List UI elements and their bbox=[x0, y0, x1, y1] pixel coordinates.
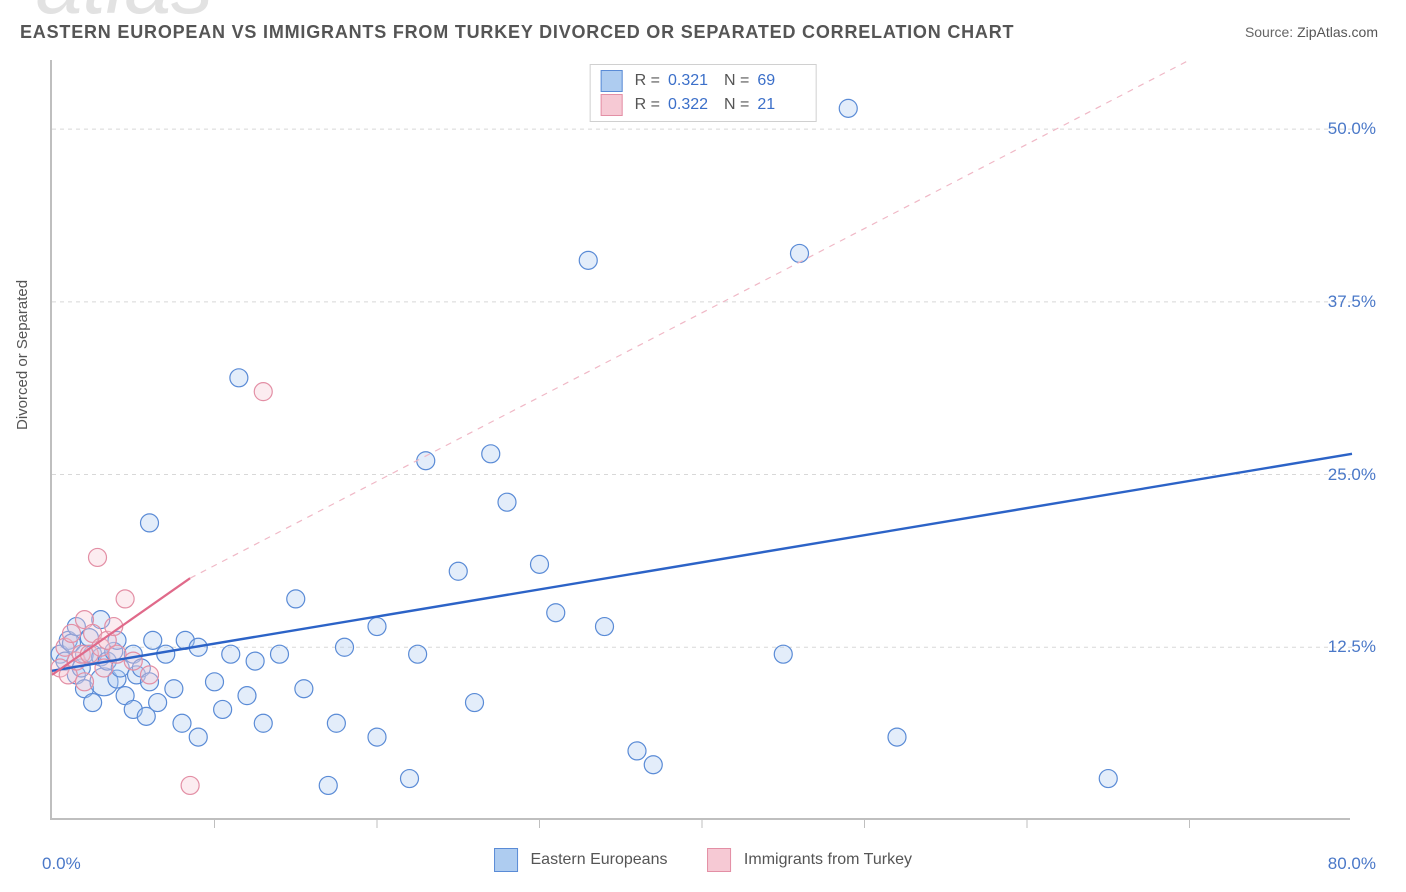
legend-label-turkey: Immigrants from Turkey bbox=[744, 851, 912, 868]
scatter-point-turkey bbox=[116, 590, 134, 608]
plot-svg: ZIPatlas bbox=[52, 60, 1350, 818]
scatter-point-eastern bbox=[466, 694, 484, 712]
scatter-point-eastern bbox=[84, 694, 102, 712]
scatter-point-turkey bbox=[254, 383, 272, 401]
scatter-point-eastern bbox=[238, 687, 256, 705]
stats-legend: R = 0.321 N = 69 R = 0.322 N = 21 bbox=[590, 64, 817, 122]
scatter-point-eastern bbox=[449, 562, 467, 580]
scatter-point-eastern bbox=[596, 618, 614, 636]
scatter-point-eastern bbox=[482, 445, 500, 463]
scatter-point-eastern bbox=[271, 645, 289, 663]
scatter-point-eastern bbox=[214, 700, 232, 718]
scatter-point-eastern bbox=[157, 645, 175, 663]
r-value-eastern: 0.321 bbox=[668, 72, 716, 90]
n-label: N = bbox=[724, 96, 749, 114]
scatter-point-eastern bbox=[287, 590, 305, 608]
scatter-point-turkey bbox=[89, 548, 107, 566]
y-tick-label: 12.5% bbox=[1328, 637, 1376, 657]
scatter-point-turkey bbox=[76, 673, 94, 691]
scatter-point-eastern bbox=[173, 714, 191, 732]
y-axis-label: Divorced or Separated bbox=[14, 280, 31, 430]
y-tick-label: 37.5% bbox=[1328, 292, 1376, 312]
scatter-point-eastern bbox=[165, 680, 183, 698]
scatter-point-eastern bbox=[628, 742, 646, 760]
legend-item-eastern: Eastern Europeans bbox=[494, 848, 667, 872]
scatter-point-eastern bbox=[254, 714, 272, 732]
swatch-eastern-icon bbox=[494, 848, 518, 872]
scatter-point-eastern bbox=[498, 493, 516, 511]
chart-title: EASTERN EUROPEAN VS IMMIGRANTS FROM TURK… bbox=[20, 22, 1014, 43]
scatter-point-eastern bbox=[888, 728, 906, 746]
scatter-point-eastern bbox=[401, 770, 419, 788]
r-label: R = bbox=[635, 96, 660, 114]
scatter-point-eastern bbox=[839, 99, 857, 117]
scatter-point-eastern bbox=[791, 244, 809, 262]
scatter-point-eastern bbox=[295, 680, 313, 698]
n-value-turkey: 21 bbox=[757, 96, 805, 114]
scatter-point-eastern bbox=[189, 728, 207, 746]
series-legend: Eastern Europeans Immigrants from Turkey bbox=[494, 848, 912, 872]
scatter-point-eastern bbox=[368, 728, 386, 746]
scatter-point-eastern bbox=[368, 618, 386, 636]
y-tick-label: 25.0% bbox=[1328, 465, 1376, 485]
r-value-turkey: 0.322 bbox=[668, 96, 716, 114]
scatter-point-eastern bbox=[409, 645, 427, 663]
stats-row-turkey: R = 0.322 N = 21 bbox=[601, 93, 806, 117]
scatter-point-eastern bbox=[417, 452, 435, 470]
scatter-point-eastern bbox=[222, 645, 240, 663]
scatter-point-eastern bbox=[149, 694, 167, 712]
scatter-point-eastern bbox=[206, 673, 224, 691]
source-label: Source: bbox=[1245, 24, 1293, 40]
x-max-label: 80.0% bbox=[1328, 854, 1376, 874]
swatch-turkey-icon bbox=[601, 94, 623, 116]
scatter-point-eastern bbox=[319, 776, 337, 794]
scatter-point-eastern bbox=[774, 645, 792, 663]
x-min-label: 0.0% bbox=[42, 854, 81, 874]
scatter-point-turkey bbox=[63, 624, 81, 642]
trendline-ext-turkey bbox=[190, 60, 1189, 578]
stats-row-eastern: R = 0.321 N = 69 bbox=[601, 69, 806, 93]
scatter-point-turkey bbox=[181, 776, 199, 794]
source-attribution: Source: ZipAtlas.com bbox=[1245, 24, 1378, 40]
r-label: R = bbox=[635, 72, 660, 90]
swatch-turkey-icon bbox=[707, 848, 731, 872]
scatter-point-eastern bbox=[547, 604, 565, 622]
plot-area: ZIPatlas bbox=[50, 60, 1350, 820]
scatter-point-eastern bbox=[1099, 770, 1117, 788]
scatter-point-eastern bbox=[644, 756, 662, 774]
scatter-point-turkey bbox=[141, 666, 159, 684]
trendline-eastern bbox=[52, 454, 1352, 671]
legend-item-turkey: Immigrants from Turkey bbox=[707, 848, 911, 872]
scatter-point-eastern bbox=[144, 631, 162, 649]
y-tick-label: 50.0% bbox=[1328, 119, 1376, 139]
n-value-eastern: 69 bbox=[757, 72, 805, 90]
swatch-eastern-icon bbox=[601, 70, 623, 92]
source-value: ZipAtlas.com bbox=[1297, 24, 1378, 40]
scatter-point-eastern bbox=[230, 369, 248, 387]
n-label: N = bbox=[724, 72, 749, 90]
scatter-point-turkey bbox=[124, 652, 142, 670]
scatter-point-eastern bbox=[246, 652, 264, 670]
legend-label-eastern: Eastern Europeans bbox=[530, 851, 667, 868]
scatter-point-eastern bbox=[327, 714, 345, 732]
scatter-point-eastern bbox=[579, 251, 597, 269]
scatter-point-eastern bbox=[141, 514, 159, 532]
scatter-point-eastern bbox=[336, 638, 354, 656]
scatter-point-eastern bbox=[531, 555, 549, 573]
